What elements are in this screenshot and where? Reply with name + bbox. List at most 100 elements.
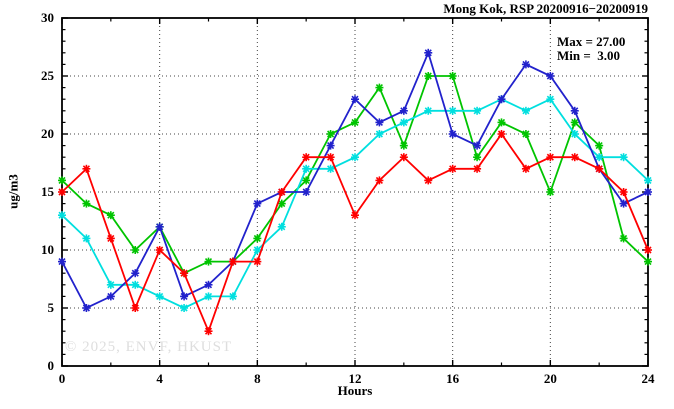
series-cyan-marker — [351, 153, 359, 161]
series-green-marker — [571, 118, 579, 126]
series-blue-marker — [546, 72, 554, 80]
series-red-marker — [156, 246, 164, 254]
y-tick-label-0: 0 — [47, 358, 55, 373]
series-blue-marker — [522, 60, 530, 68]
series-blue — [58, 48, 652, 312]
series-red-marker — [82, 165, 90, 173]
series-blue-marker — [400, 107, 408, 115]
series-green-marker — [253, 234, 261, 242]
series-red-marker — [204, 327, 213, 335]
series-blue-marker — [180, 292, 188, 300]
series-red-marker — [546, 153, 554, 161]
series-red-marker — [180, 269, 188, 277]
series-blue-marker — [204, 281, 213, 289]
series-red-marker — [351, 211, 359, 219]
series-blue-marker — [82, 304, 90, 312]
series-red-marker — [229, 258, 237, 266]
series-blue-marker — [351, 95, 359, 103]
series-green-marker — [82, 200, 90, 208]
series-cyan-marker — [400, 118, 408, 126]
series-cyan-marker — [107, 281, 115, 289]
series-cyan-marker — [571, 130, 579, 138]
series-blue-marker — [424, 49, 432, 57]
series-red-marker — [327, 153, 335, 161]
chart-title: Mong Kok, RSP 20200916−20200919 — [443, 1, 648, 16]
series-green-marker — [58, 176, 66, 184]
series-blue-marker — [571, 107, 579, 115]
series-red-marker — [131, 304, 139, 312]
series-cyan-marker — [375, 130, 383, 138]
x-tick-label-24: 24 — [641, 371, 655, 386]
series-green-marker — [449, 72, 457, 80]
y-tick-label-25: 25 — [41, 68, 54, 83]
series-cyan-marker — [327, 165, 335, 173]
series-green-marker — [327, 130, 335, 138]
series-red-marker — [644, 246, 652, 254]
series-red-marker — [571, 153, 579, 161]
series-cyan-marker — [58, 211, 66, 219]
x-tick-label-4: 4 — [156, 371, 163, 386]
series-cyan-marker — [82, 234, 90, 242]
series-blue-marker — [620, 200, 628, 208]
y-tick-label-15: 15 — [41, 184, 54, 199]
series-green-marker — [546, 188, 554, 196]
max-label: Max = 27.00 — [557, 34, 626, 49]
min-label: Min = 3.00 — [557, 48, 621, 63]
series-cyan-marker — [302, 165, 310, 173]
x-axis-title: Hours — [337, 383, 373, 398]
series-red-marker — [253, 258, 261, 266]
series-green-marker — [473, 153, 481, 161]
x-tick-label-12: 12 — [348, 371, 362, 386]
series-green-marker — [595, 142, 603, 150]
series-blue-marker — [58, 258, 66, 266]
series-blue-marker — [375, 118, 383, 126]
series-blue-line — [61, 50, 649, 310]
series-blue-marker — [644, 188, 652, 196]
y-tick-label-20: 20 — [41, 126, 54, 141]
series-blue-marker — [302, 188, 310, 196]
series-green-marker — [351, 118, 359, 126]
series-cyan-marker — [522, 107, 530, 115]
series-green-marker — [620, 234, 628, 242]
series-red-marker — [58, 188, 66, 196]
y-tick-label-5: 5 — [47, 300, 55, 315]
series-blue-marker — [107, 292, 115, 300]
series-cyan-marker — [131, 281, 139, 289]
series-cyan-marker — [546, 95, 554, 103]
series-red-marker — [620, 188, 628, 196]
series-red-marker — [400, 153, 408, 161]
series-red — [58, 130, 652, 336]
y-tick-label-10: 10 — [41, 242, 54, 257]
series-green-marker — [107, 211, 115, 219]
series-blue-marker — [327, 142, 335, 150]
series-cyan-marker — [204, 292, 213, 300]
y-tick-label-30: 30 — [41, 10, 54, 25]
x-tick-label-20: 20 — [543, 371, 557, 386]
series-blue-marker — [253, 200, 261, 208]
x-tick-label-16: 16 — [446, 371, 460, 386]
series-green-marker — [204, 258, 213, 266]
series-blue-marker — [497, 95, 506, 103]
series-cyan-marker — [473, 107, 481, 115]
maxmin-annotation: Max = 27.00 Min = 3.00 — [557, 35, 625, 63]
series-red-marker — [107, 234, 115, 242]
series-green-marker — [497, 118, 506, 126]
series-cyan-marker — [449, 107, 457, 115]
series-red-marker — [449, 165, 457, 173]
series-red-marker — [375, 176, 383, 184]
series-red-marker — [595, 165, 603, 173]
series-green-marker — [522, 130, 530, 138]
series-blue-marker — [156, 223, 164, 231]
series-cyan-marker — [278, 223, 286, 231]
series-red-marker — [278, 188, 286, 196]
x-tick-label-0: 0 — [58, 371, 66, 386]
series-blue-marker — [131, 269, 139, 277]
series-red-marker — [522, 165, 530, 173]
x-tick-label-8: 8 — [254, 371, 261, 386]
series-cyan-marker — [620, 153, 628, 161]
series-green-marker — [375, 84, 383, 92]
series-cyan-marker — [644, 176, 652, 184]
series-red-marker — [302, 153, 310, 161]
